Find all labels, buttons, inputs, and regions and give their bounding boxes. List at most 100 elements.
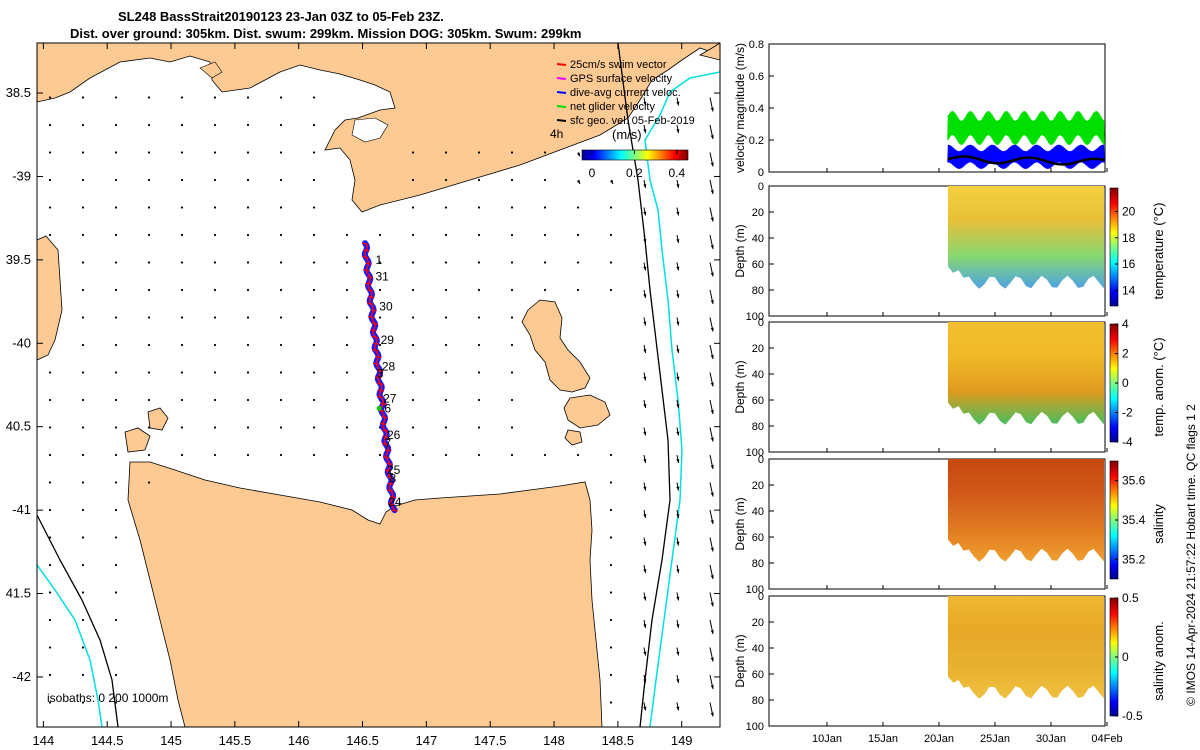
map-y-tick-label: 38.5 [6, 85, 31, 100]
velocity-arrow-head [643, 184, 647, 188]
track-swim-tick [366, 275, 373, 279]
velocity-arrow-head [643, 624, 647, 628]
velocity-arrow [48, 206, 52, 209]
velocity-arrow [279, 398, 283, 402]
velocity-arrow [312, 453, 316, 457]
velocity-arrow [213, 123, 217, 127]
velocity-arrow-head [643, 596, 647, 601]
velocity-arrow [543, 206, 547, 209]
track-swim-tick [376, 382, 384, 385]
velocity-arrow [246, 288, 250, 292]
track-swim-tick [375, 356, 382, 359]
track-swim-tick [382, 442, 389, 445]
velocity-arrow [246, 371, 250, 374]
velocity-arrow [444, 426, 448, 429]
velocity-arrow [114, 233, 118, 237]
velocity-arrow [279, 123, 283, 127]
velocity-arrow [114, 453, 118, 457]
velocity-arrow [576, 261, 580, 264]
velocity-arrow [345, 398, 349, 402]
track-swim-tick [377, 396, 384, 399]
velocity-arrow-head [643, 514, 647, 518]
velocity-arrow-head [710, 135, 714, 139]
velocity-arrow-head [643, 404, 647, 408]
velocity-arrow [312, 288, 316, 292]
velocity-arrow [81, 123, 85, 127]
map-y-tick-label: 39.5 [6, 252, 31, 267]
velocity-arrow [279, 343, 283, 347]
velocity-arrow-head [643, 349, 647, 353]
track-swim-tick [372, 349, 379, 352]
velocity-arrow [114, 646, 118, 649]
track-swim-tick [363, 249, 370, 252]
velocity-arrow-head [676, 486, 680, 491]
velocity-arrow [81, 288, 85, 292]
velocity-arrow [477, 398, 481, 402]
velocity-arrow [312, 206, 316, 209]
velocity-arrow [345, 371, 349, 374]
velocity-arrow [114, 206, 118, 209]
velocity-arrow [180, 371, 184, 374]
velocity-arrow [609, 508, 613, 512]
track-swim-tick [373, 362, 380, 365]
velocity-arrow-head [609, 180, 613, 184]
velocity-arrow [48, 398, 52, 402]
velocity-arrow [48, 673, 52, 677]
track-swim-tick [380, 402, 387, 405]
velocity-arrow [444, 453, 448, 457]
isobath-200m-west [37, 514, 119, 727]
velocity-arrow [510, 371, 514, 374]
map-x-tick-label: 148.5 [602, 733, 635, 748]
velocity-arrow [411, 288, 415, 292]
velocity-arrow [411, 426, 415, 429]
velocity-arrow [147, 206, 151, 209]
velocity-arrow [180, 123, 184, 127]
velocity-arrow-head [643, 266, 647, 271]
velocity-arrow-head [676, 431, 680, 436]
velocity-arrow [180, 96, 184, 99]
velocity-arrow [147, 288, 151, 292]
velocity-arrow [279, 261, 283, 264]
velocity-arrow [312, 398, 316, 402]
velocity-arrow-head [676, 101, 680, 106]
velocity-arrow [312, 426, 316, 429]
velocity-arrow-head [676, 541, 680, 546]
velocity-arrow [180, 261, 184, 264]
velocity-arrow [444, 178, 448, 182]
velocity-arrow [114, 261, 118, 264]
track-day-label: 24 [388, 495, 402, 509]
velocity-arrow [48, 453, 52, 457]
track-day-label: 3 [377, 366, 384, 380]
velocity-arrow [411, 261, 415, 264]
velocity-arrow-head [710, 602, 714, 607]
velocity-arrow [246, 178, 250, 182]
velocity-arrow [147, 316, 151, 319]
track-day-label: 1 [375, 253, 382, 267]
colorbar-tick-label: 0.2 [626, 166, 643, 180]
velocity-arrow [147, 371, 151, 374]
velocity-arrow [213, 398, 217, 402]
velocity-arrow-head [676, 211, 680, 216]
colorbar-tick-label: 0.4 [668, 166, 685, 180]
velocity-arrow-head [710, 107, 714, 112]
legend-swatch [556, 105, 567, 108]
velocity-arrow [609, 453, 613, 457]
velocity-arrow [609, 288, 613, 292]
velocity-arrow [147, 96, 151, 99]
velocity-arrow [609, 206, 613, 209]
track-swim-tick [361, 242, 369, 245]
velocity-arrow [543, 151, 547, 154]
velocity-arrow [81, 453, 85, 457]
velocity-arrow [279, 288, 283, 292]
track-swim-tick [384, 469, 392, 472]
velocity-arrow [510, 178, 514, 182]
velocity-arrow-head [710, 657, 714, 662]
velocity-arrow [312, 233, 316, 237]
chart-title-line2: Dist. over ground: 305km. Dist. swum: 29… [70, 26, 582, 41]
velocity-arrow-head [710, 217, 714, 222]
velocity-arrow [411, 151, 415, 154]
velocity-arrow [114, 426, 118, 429]
velocity-arrow [114, 673, 118, 677]
velocity-arrow [81, 536, 85, 539]
velocity-arrow [609, 261, 613, 264]
